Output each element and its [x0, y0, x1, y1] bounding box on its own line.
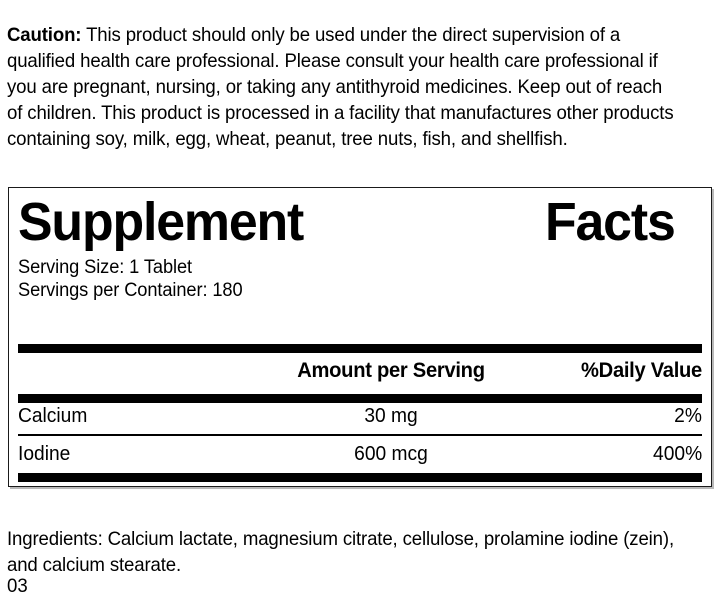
row-daily-value: 400%	[652, 443, 702, 465]
serving-size: Serving Size: 1 Tablet	[18, 257, 192, 278]
table-row: Calcium 30 mg 2%	[18, 401, 702, 431]
header-amount-per-serving: Amount per Serving	[297, 359, 485, 382]
servings-per-container: Servings per Container: 180	[18, 280, 243, 301]
table-header-row: Amount per Serving %Daily Value	[18, 356, 702, 386]
supplement-facts-inner: Supplement Facts Serving Size: 1 Tablet …	[18, 188, 702, 486]
revision-code: 03	[7, 575, 28, 597]
caution-paragraph: Caution: This product should only be use…	[7, 22, 681, 153]
serving-information: Serving Size: 1 Tablet Servings per Cont…	[18, 256, 243, 302]
title-word-facts: Facts	[544, 192, 676, 252]
supplement-facts-panel: Supplement Facts Serving Size: 1 Tablet …	[8, 187, 712, 487]
table-rule-top	[18, 344, 702, 353]
table-rule-between-rows	[18, 434, 702, 436]
supplement-facts-title: Supplement Facts	[18, 192, 676, 252]
header-percent-daily-value: %Daily Value	[581, 359, 702, 382]
table-rule-bottom	[18, 473, 702, 482]
caution-label: Caution:	[7, 23, 82, 46]
table-row: Iodine 600 mcg 400%	[18, 439, 702, 469]
table-rule-below-header	[18, 394, 702, 403]
row-daily-value: 2%	[674, 405, 702, 427]
row-nutrient-name: Iodine	[18, 443, 71, 465]
caution-text: This product should only be used under t…	[7, 23, 674, 151]
row-amount: 30 mg	[364, 405, 418, 427]
title-word-supplement: Supplement	[18, 192, 304, 252]
row-amount: 600 mcg	[354, 443, 428, 465]
ingredients-paragraph: Ingredients: Calcium lactate, magnesium …	[7, 527, 674, 576]
row-nutrient-name: Calcium	[18, 405, 88, 427]
